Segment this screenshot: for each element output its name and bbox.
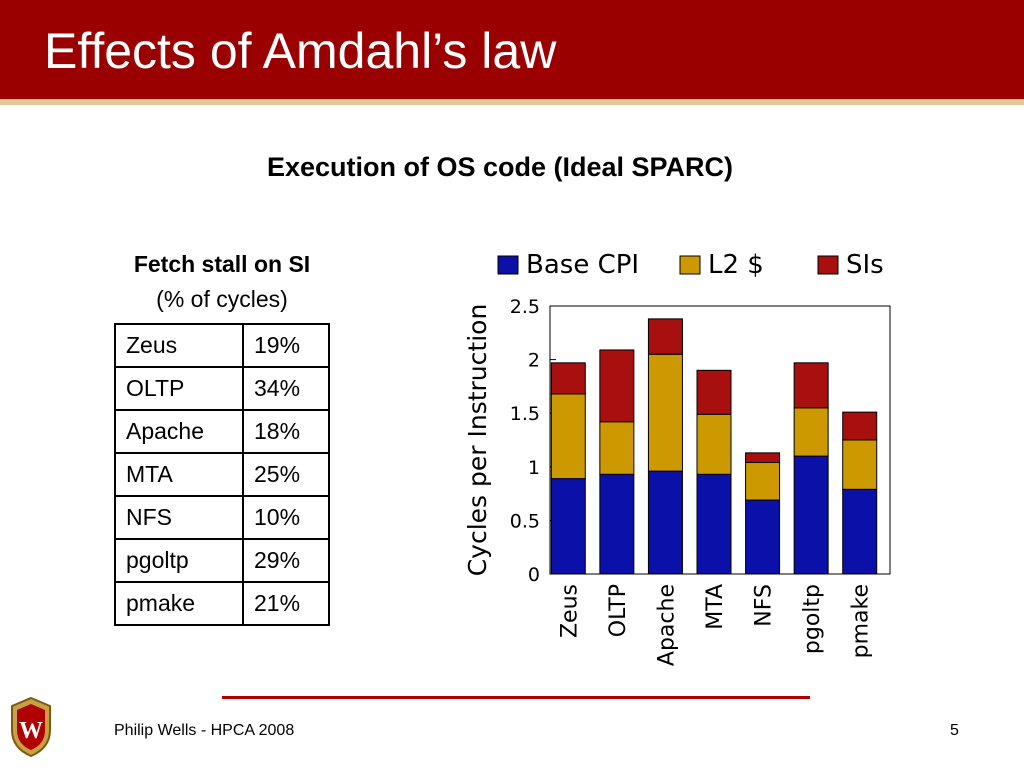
table-cell-name: NFS (114, 495, 244, 540)
table-cell-value: 29% (242, 538, 330, 583)
bar-segment (745, 499, 781, 575)
table-row: pgoltp 29% (114, 538, 330, 583)
table-cell-name: OLTP (114, 366, 244, 411)
legend-label: SIs (846, 250, 884, 280)
y-tick-label: 1.5 (510, 403, 540, 425)
bar-segment (647, 470, 683, 575)
x-tick-label: Apache (654, 584, 679, 666)
table-cell-value: 25% (242, 452, 330, 497)
bar-segment (842, 439, 878, 490)
x-tick-label: pmake (849, 584, 874, 658)
table-cell-name: pmake (114, 581, 244, 626)
bar-segment (745, 462, 781, 501)
bar-segment (842, 411, 878, 441)
page-number: 5 (950, 722, 959, 739)
table-cell-value: 21% (242, 581, 330, 626)
y-tick-label: 2 (528, 350, 540, 372)
bar-segment (647, 318, 683, 355)
bar-segment (793, 455, 829, 575)
y-tick-label: 2.5 (510, 296, 540, 318)
legend-swatch (817, 255, 839, 275)
bar-segment (745, 452, 781, 464)
bar-segment (793, 407, 829, 457)
bar-segment (550, 478, 586, 575)
bar-segment (599, 349, 635, 423)
table-heading: Fetch stall on SI (133, 251, 311, 277)
y-tick-label: 0 (528, 564, 540, 586)
bar-segment (842, 488, 878, 575)
x-tick-label: OLTP (606, 584, 631, 637)
bar-segment (696, 369, 732, 415)
legend-label: Base CPI (526, 250, 639, 280)
bar-segment (696, 413, 732, 475)
table-cell-value: 18% (242, 409, 330, 454)
table-cell-name: pgoltp (114, 538, 244, 583)
table-row: Apache 18% (114, 409, 330, 454)
x-tick-label: MTA (703, 584, 728, 630)
table-cell-name: Zeus (114, 323, 244, 368)
title-bar: Effects of Amdahl’s law (0, 0, 1024, 105)
bar-segment (793, 362, 829, 409)
footer-author: Philip Wells - HPCA 2008 (114, 722, 295, 739)
bar-segment (550, 393, 586, 480)
slide-subtitle: Execution of OS code (Ideal SPARC) (266, 152, 734, 182)
table-subheading: (% of cycles) (156, 286, 288, 312)
legend-swatch (679, 255, 701, 275)
table-row: OLTP 34% (114, 366, 330, 411)
table-cell-value: 10% (242, 495, 330, 540)
legend-label: L2 $ (708, 250, 764, 280)
x-tick-label: NFS (752, 584, 777, 627)
y-tick-label: 1 (528, 457, 540, 479)
table-row: MTA 25% (114, 452, 330, 497)
table-cell-name: MTA (114, 452, 244, 497)
bar-segment (599, 421, 635, 475)
footer-divider (222, 696, 810, 699)
bar-segment (647, 353, 683, 472)
table-row: pmake 21% (114, 581, 330, 626)
slide-title: Effects of Amdahl’s law (44, 23, 557, 79)
table-cell-name: Apache (114, 409, 244, 454)
legend-swatch (497, 255, 519, 275)
y-tick-label: 0.5 (510, 510, 540, 532)
bar-segment (550, 362, 586, 395)
x-tick-label: pgoltp (800, 584, 825, 654)
x-tick-label: Zeus (557, 584, 582, 638)
table-cell-value: 34% (242, 366, 330, 411)
table-heading-block: Fetch stall on SI (% of cycles) (100, 247, 344, 317)
university-crest-logo: W (11, 696, 51, 758)
crest-letter: W (19, 718, 43, 744)
bar-segment (696, 473, 732, 575)
table-row: NFS 10% (114, 495, 330, 540)
cpi-stacked-bar-chart: Base CPI L2 $ SIs 0 0.5 1 1.5 2 2.5 Cycles per In… (463, 250, 891, 666)
table-cell-value: 19% (242, 323, 330, 368)
y-axis-label: Cycles per Instruction (463, 304, 492, 577)
bar-segment (599, 473, 635, 575)
fetch-stall-table: Zeus 19% OLTP 34% Apache 18% MTA 25% NFS 10% … (114, 323, 330, 626)
table-row: Zeus 19% (114, 323, 330, 368)
